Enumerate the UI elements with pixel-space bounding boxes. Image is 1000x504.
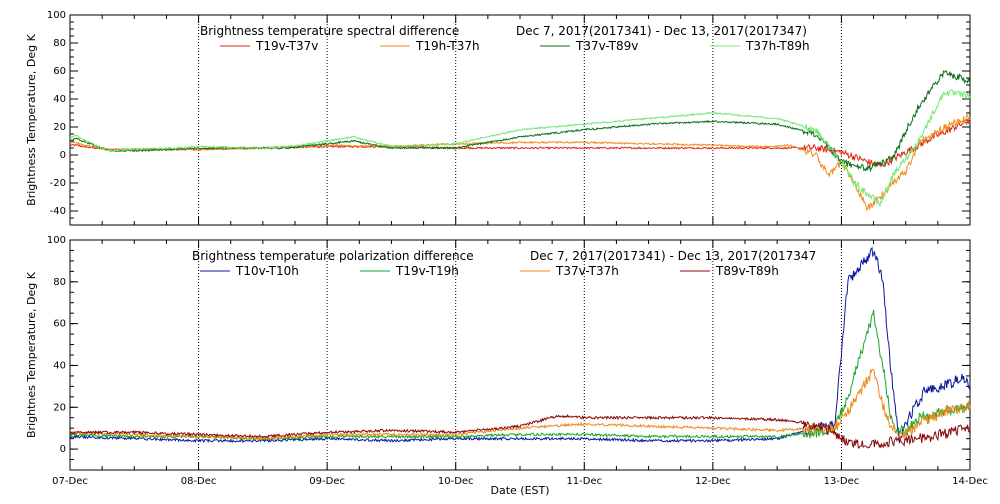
spectral-y-tick-label: 100 [47,10,66,21]
polarization-legend-label-t10v-t10h: T10v-T10h [235,264,299,278]
polarization-y-tick-label: 60 [53,319,66,330]
spectral-y-tick-label: 80 [53,38,66,49]
x-tick-label-07-dec: 07-Dec [52,476,88,487]
spectral-series-t19h-t37h [69,114,971,212]
spectral-plot-frame [69,14,971,226]
polarization-y-tick-label: 20 [53,402,66,413]
date-x-ticks: 07-Dec 08-Dec 09-Dec 10-Dec 11-Dec 12-Dec 13-D… [52,476,988,487]
polarization-series-t10v-t10h [69,246,971,444]
spectral-y-tick-label: -20 [50,178,66,189]
polarization-y-tick-label: 100 [47,235,66,246]
x-tick-label-14-dec: 14-Dec [952,476,988,487]
polarization-chart-title: Brightness temperature polarization diff… [192,249,474,263]
polarization-series-lines [69,246,971,449]
spectral-legend: T19v-T37v T19h-T37h T37v-T89v T37h-T89h [220,39,810,53]
spectral-y-tick-label: 0 [60,150,66,161]
x-tick-label-10-dec: 10-Dec [438,476,474,487]
spectral-date-range: Dec 7, 2017(2017341) - Dec 13, 2017(2017… [516,24,807,38]
x-tick-label-13-dec: 13-Dec [824,476,860,487]
spectral-series-t37v-t89v [70,69,971,173]
polarization-date-range: Dec 7, 2017(2017341) - Dec 13, 2017(2017… [530,249,816,263]
spectral-series-lines [69,69,971,212]
polarization-series-t37v-t37h [69,369,971,441]
polarization-y-ticks: 0 20 40 60 80 100 [47,235,970,471]
spectral-y-tick-label: -40 [50,206,66,217]
polarization-legend-label-t37v-t37h: T37v-T37h [555,264,619,278]
spectral-y-tick-label: 20 [53,122,66,133]
x-tick-label-11-dec: 11-Dec [566,476,602,487]
polarization-y-tick-label: 80 [53,277,66,288]
spectral-y-tick-label: 60 [53,66,66,77]
polarization-y-axis-title: Brightnes Temperature, Deg K [25,271,38,438]
x-tick-label-12-dec: 12-Dec [695,476,731,487]
spectral-y-axis-title: Brightness Temperature, Deg K [25,33,38,205]
spectral-y-ticks: -40 -20 0 20 40 60 80 100 [47,10,970,226]
spectral-series-t37h-t89h [69,89,971,207]
polarization-legend: T10v-T10h T19v-T19h T37v-T37h T89v-T89h [200,264,779,278]
spectral-legend-label-t19v-t37v: T19v-T37v [255,39,318,53]
polarization-y-tick-label: 40 [53,360,66,371]
polarization-series-t89v-t89h [69,413,971,449]
spectral-legend-label-t37h-t89h: T37h-T89h [745,39,810,53]
spectral-legend-label-t37v-t89v: T37v-T89v [575,39,638,53]
polarization-difference-panel: 0 20 40 60 80 100 Brightness temperature pola… [25,235,988,497]
polarization-y-tick-label: 0 [60,444,66,455]
spectral-difference-panel: -40 -20 0 20 40 60 80 100 Brightness temperatur… [25,10,971,226]
spectral-grid [69,15,971,225]
x-tick-label-09-dec: 09-Dec [309,476,345,487]
polarization-legend-label-t89v-t89h: T89v-T89h [715,264,779,278]
x-axis-title: Date (EST) [490,484,549,497]
spectral-chart-title: Brightness temperature spectral differen… [200,24,459,38]
polarization-legend-label-t19v-t19h: T19v-T19h [395,264,459,278]
spectral-legend-label-t19h-t37h: T19h-T37h [415,39,480,53]
spectral-y-tick-label: 40 [53,94,66,105]
x-tick-label-08-dec: 08-Dec [181,476,217,487]
